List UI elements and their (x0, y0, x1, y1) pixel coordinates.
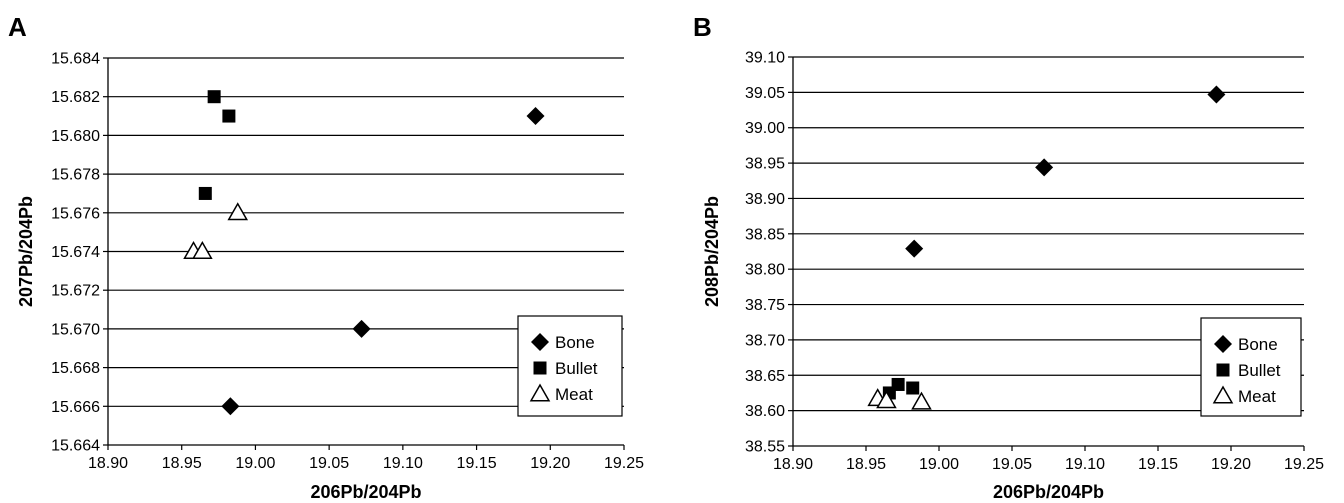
panel-b-x-tick-label: 19.10 (1065, 456, 1105, 473)
panel-a-y-tick-label: 15.664 (51, 438, 100, 455)
panel-a-legend: Bone Bullet Meat (517, 315, 623, 417)
panel-b-legend-bone-label: Bone (1238, 335, 1278, 354)
panel-b-y-tick-label: 38.85 (745, 226, 785, 243)
panel-a-letter: A (8, 12, 27, 42)
panel-b-y-tick-label: 38.65 (745, 368, 785, 385)
panel-a-bullet-point (222, 109, 236, 123)
panel-b-y-tick-label: 38.60 (745, 403, 785, 420)
panel-b-legend-meat-marker (1212, 385, 1234, 404)
panel-a-bone-point (221, 397, 240, 416)
panel-b-y-tick-label: 39.10 (745, 50, 785, 67)
panel-a-series-bone (221, 107, 545, 416)
panel-b-x-tick-label: 19.20 (1211, 456, 1251, 473)
panel-a-x-tick-label: 19.00 (235, 455, 275, 472)
panel-a-y-tick-label: 15.684 (51, 51, 100, 68)
panel-a-meat-point (227, 202, 249, 221)
panel-a-legend-bone-marker (531, 333, 549, 351)
panel-b-x-tick-label: 19.25 (1284, 456, 1324, 473)
panel-a-x-tick-label: 19.15 (457, 455, 497, 472)
panel-b-bone-point (905, 239, 924, 258)
panel-a-meat-point (192, 240, 213, 259)
panel-b-letter: B (693, 12, 712, 42)
panel-a-legend-bullet-marker (533, 361, 547, 375)
panel-a-legend-meat-label: Meat (555, 385, 593, 404)
panel-a-x-tick-label: 18.90 (88, 455, 128, 472)
panel-b-x-tick-label: 19.15 (1138, 456, 1178, 473)
panel-a-bone-point (526, 107, 545, 126)
panel-a-y-tick-label: 15.676 (51, 205, 100, 222)
panel-b-legend-bullet-marker (1216, 363, 1230, 377)
panel-b-y-tick-label: 38.90 (745, 191, 785, 208)
panel-a-y-tick-label: 15.670 (51, 321, 100, 338)
panel-a-x-tick-label: 19.20 (530, 455, 570, 472)
panel-b-meat-point (876, 390, 897, 409)
panel-a-bullet-point (198, 186, 212, 200)
panel-b-series-meat (867, 388, 932, 410)
panel-b-y-tick-label: 39.00 (745, 120, 785, 137)
panel-b-y-tick-label: 38.75 (745, 297, 785, 314)
panel-b-legend-meat-label: Meat (1238, 387, 1276, 406)
panel-b-x-tick-label: 18.90 (773, 456, 813, 473)
panel-b-legend-bullet-label: Bullet (1238, 361, 1281, 380)
panel-b-y-tick-label: 38.80 (745, 262, 785, 279)
panel-a-bullet-point (207, 90, 221, 104)
panel-b-y-axis-label: 208Pb/204Pb (702, 196, 722, 307)
panel-a-legend-meat-marker (529, 383, 551, 402)
panel-b-series-bullet (882, 377, 920, 400)
panel-b-x-tick-label: 18.95 (846, 456, 886, 473)
panel-b: B 38.55 38.60 38.65 38.70 38.75 38.80 38.85 38.9… (693, 12, 1324, 502)
panel-b-bone-point (1035, 158, 1054, 177)
panel-a-y-tick-label: 15.680 (51, 128, 100, 145)
panel-a-series-bullet (198, 90, 236, 200)
panel-b-y-tick-label: 38.95 (745, 156, 785, 173)
panel-a-series-meat (183, 202, 249, 259)
panel-a-y-tick-label: 15.672 (51, 283, 100, 300)
panel-a-legend-bone-label: Bone (555, 333, 595, 352)
panel-b-bullet-point (906, 381, 920, 395)
panel-b-y-tick-label: 39.05 (745, 85, 785, 102)
panel-a-y-axis-label: 207Pb/204Pb (16, 196, 36, 307)
panel-b-legend: Bone Bullet Meat (1200, 317, 1302, 417)
panel-b-x-tick-label: 19.00 (919, 456, 959, 473)
panel-b-series-bone (905, 85, 1226, 258)
panel-a: A 15.664 15.666 15.668 15.670 15.672 15.674 15.… (8, 12, 644, 502)
panel-a-y-tick-label: 15.678 (51, 167, 100, 184)
panel-b-bone-point (1207, 85, 1226, 104)
panel-a-x-axis-label: 206Pb/204Pb (310, 482, 421, 502)
panel-a-y-tick-label: 15.682 (51, 89, 100, 106)
panel-b-meat-point (911, 391, 932, 410)
panel-b-y-tick-label: 38.55 (745, 439, 785, 456)
panel-b-y-tick-label: 38.70 (745, 332, 785, 349)
panel-a-y-tick-label: 15.668 (51, 360, 100, 377)
panel-a-y-tick-label: 15.674 (51, 244, 100, 261)
panel-a-legend-bullet-label: Bullet (555, 359, 598, 378)
panel-b-x-tick-label: 19.05 (992, 456, 1032, 473)
panel-a-x-tick-label: 19.25 (604, 455, 644, 472)
panel-a-x-tick-label: 18.95 (162, 455, 202, 472)
panel-a-bone-point (352, 319, 371, 338)
panel-a-x-tick-label: 19.10 (383, 455, 423, 472)
panel-b-x-axis-label: 206Pb/204Pb (993, 482, 1104, 502)
panel-a-y-tick-label: 15.666 (51, 399, 100, 416)
panel-a-x-tick-label: 19.05 (309, 455, 349, 472)
panel-b-legend-bone-marker (1214, 335, 1232, 353)
